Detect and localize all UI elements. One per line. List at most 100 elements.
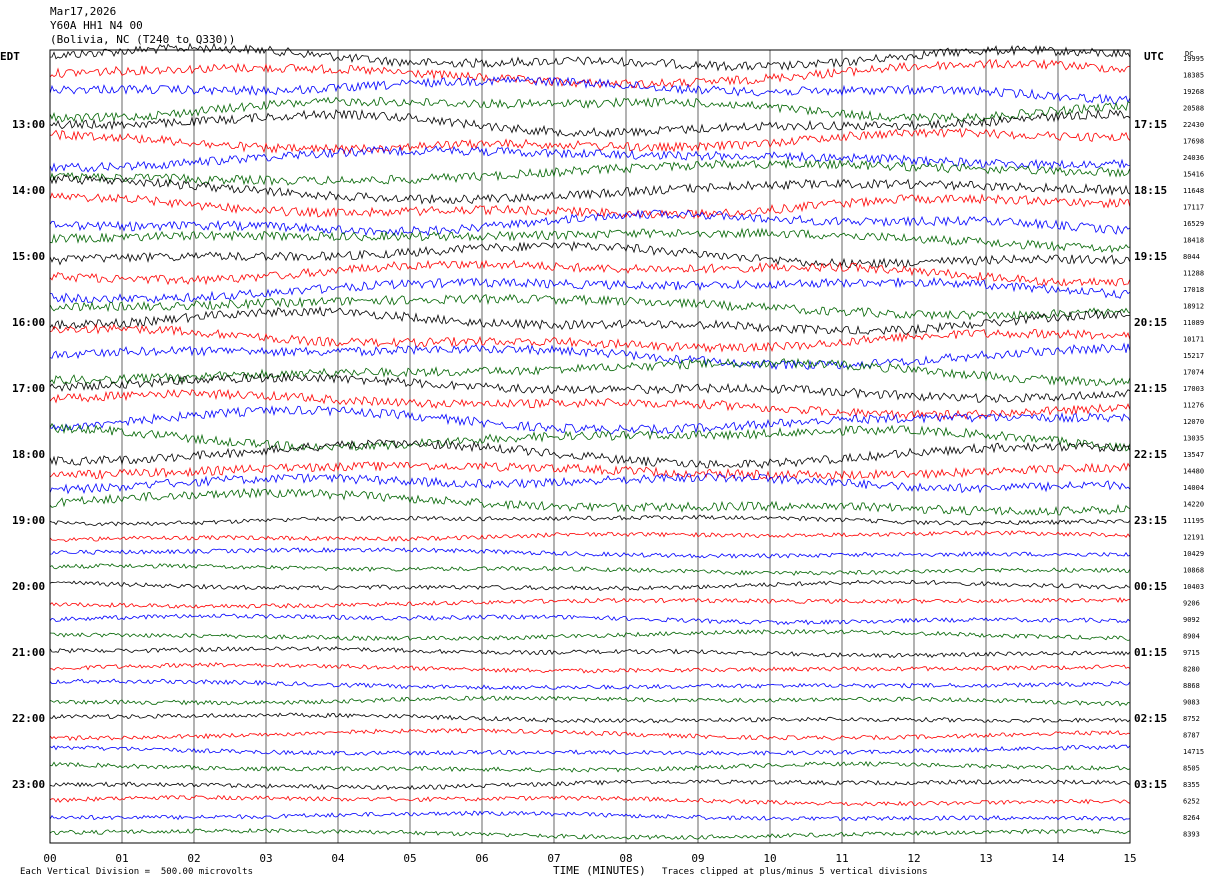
left-hour-label: 13:00 <box>12 118 45 131</box>
dc-offset-label: 8280 <box>1183 666 1200 674</box>
trace-line <box>49 563 1131 577</box>
left-hour-label: 19:00 <box>12 514 45 527</box>
trace-line <box>49 276 1131 304</box>
trace-line <box>49 487 1131 516</box>
right-hour-label: 18:15 <box>1134 184 1167 197</box>
trace-line <box>49 472 1131 495</box>
x-tick-label: 01 <box>115 852 128 865</box>
trace-line <box>49 209 1131 237</box>
dc-offset-label: 8505 <box>1183 765 1200 773</box>
dc-label: DC <box>1185 50 1193 58</box>
trace-line <box>49 695 1131 707</box>
trace-line <box>49 422 1131 452</box>
dc-offset-label: 18385 <box>1183 72 1204 80</box>
trace-line <box>49 357 1131 387</box>
dc-offset-label: 17018 <box>1183 286 1204 294</box>
x-tick-label: 15 <box>1123 852 1136 865</box>
trace-line <box>49 58 1131 89</box>
dc-offset-label: 14715 <box>1183 748 1204 756</box>
dc-offset-label: 17117 <box>1183 204 1204 212</box>
left-hour-label: 23:00 <box>12 778 45 791</box>
dc-offset-label: 14004 <box>1183 484 1204 492</box>
trace-line <box>49 727 1131 741</box>
left-timezone-label: EDT <box>0 50 20 63</box>
trace-line <box>49 596 1131 609</box>
trace-line <box>49 613 1131 626</box>
dc-offset-label: 14220 <box>1183 501 1204 509</box>
dc-offset-label: 11276 <box>1183 402 1204 410</box>
header-date: Mar17,2026 <box>50 5 117 18</box>
trace-line <box>49 810 1131 822</box>
dc-offset-label: 8868 <box>1183 682 1200 690</box>
dc-offset-label: 18418 <box>1183 237 1204 245</box>
trace-line <box>49 678 1131 691</box>
header-station: Y60A HH1 N4 00 <box>50 19 143 32</box>
dc-offset-label: 11288 <box>1183 270 1204 278</box>
dc-offset-label: 15217 <box>1183 352 1204 360</box>
trace-line <box>49 227 1131 254</box>
dc-offset-label: 8393 <box>1183 831 1200 839</box>
dc-offset-label: 8044 <box>1183 253 1200 261</box>
left-hour-label: 17:00 <box>12 382 45 395</box>
trace-line <box>49 306 1131 336</box>
trace-line <box>49 145 1131 173</box>
trace-line <box>49 794 1131 807</box>
trace-line <box>49 439 1131 470</box>
right-hour-label: 23:15 <box>1134 514 1167 527</box>
x-tick-label: 07 <box>547 852 560 865</box>
trace-line <box>49 662 1131 674</box>
right-hour-label: 20:15 <box>1134 316 1167 329</box>
trace-line <box>49 293 1131 321</box>
dc-offset-label: 12191 <box>1183 534 1204 542</box>
right-hour-label: 02:15 <box>1134 712 1167 725</box>
trace-line <box>49 828 1131 840</box>
trace-line <box>49 645 1131 659</box>
trace-line <box>49 712 1131 724</box>
dc-offset-label: 14480 <box>1183 468 1204 476</box>
trace-line <box>49 744 1131 756</box>
dc-offset-label: 10403 <box>1183 583 1204 591</box>
dc-offset-label: 6252 <box>1183 798 1200 806</box>
right-hour-label: 00:15 <box>1134 580 1167 593</box>
trace-line <box>49 760 1131 773</box>
x-tick-label: 12 <box>907 852 920 865</box>
dc-offset-label: 8904 <box>1183 633 1200 641</box>
right-timezone-label: UTC <box>1144 50 1164 63</box>
dc-offset-label: 20588 <box>1183 105 1204 113</box>
x-tick-label: 00 <box>43 852 56 865</box>
left-hour-label: 21:00 <box>12 646 45 659</box>
dc-offset-label: 9206 <box>1183 600 1200 608</box>
dc-offset-label: 17074 <box>1183 369 1204 377</box>
dc-offset-label: 13547 <box>1183 451 1204 459</box>
dc-offset-label: 17003 <box>1183 385 1204 393</box>
dc-offset-label: 16529 <box>1183 220 1204 228</box>
dc-offset-label: 19268 <box>1183 88 1204 96</box>
trace-line <box>49 240 1131 269</box>
dc-offset-label: 12070 <box>1183 418 1204 426</box>
trace-line <box>49 108 1131 138</box>
trace-line <box>49 372 1131 404</box>
scale-note: Each Vertical Division = 500.00 microvol… <box>20 867 253 877</box>
trace-line <box>49 779 1131 791</box>
header-location: (Bolivia, NC (T240 to Q330)) <box>50 33 236 46</box>
axis-labels: 00 01 02 03 04 05 06 07 08 09 10 11 12 13 14 15 19995 183… <box>12 55 1204 865</box>
left-hour-label: 15:00 <box>12 250 45 263</box>
right-hour-label: 17:15 <box>1134 118 1167 131</box>
dc-offset-label: 9715 <box>1183 649 1200 657</box>
trace-line <box>49 158 1131 186</box>
dc-offset-label: 17698 <box>1183 138 1204 146</box>
right-hour-label: 22:15 <box>1134 448 1167 461</box>
trace-line <box>49 461 1131 481</box>
x-tick-label: 03 <box>259 852 272 865</box>
trace-line <box>49 405 1131 435</box>
trace-line <box>49 42 1131 72</box>
dc-offset-label: 22430 <box>1183 121 1204 129</box>
dc-offset-label: 11195 <box>1183 517 1204 525</box>
clip-note: Traces clipped at plus/minus 5 vertical … <box>662 867 928 877</box>
dc-offset-label: 15416 <box>1183 171 1204 179</box>
dc-offset-label: 9083 <box>1183 699 1200 707</box>
plot-frame <box>49 49 1131 844</box>
dc-offset-label: 18912 <box>1183 303 1204 311</box>
right-hour-label: 21:15 <box>1134 382 1167 395</box>
